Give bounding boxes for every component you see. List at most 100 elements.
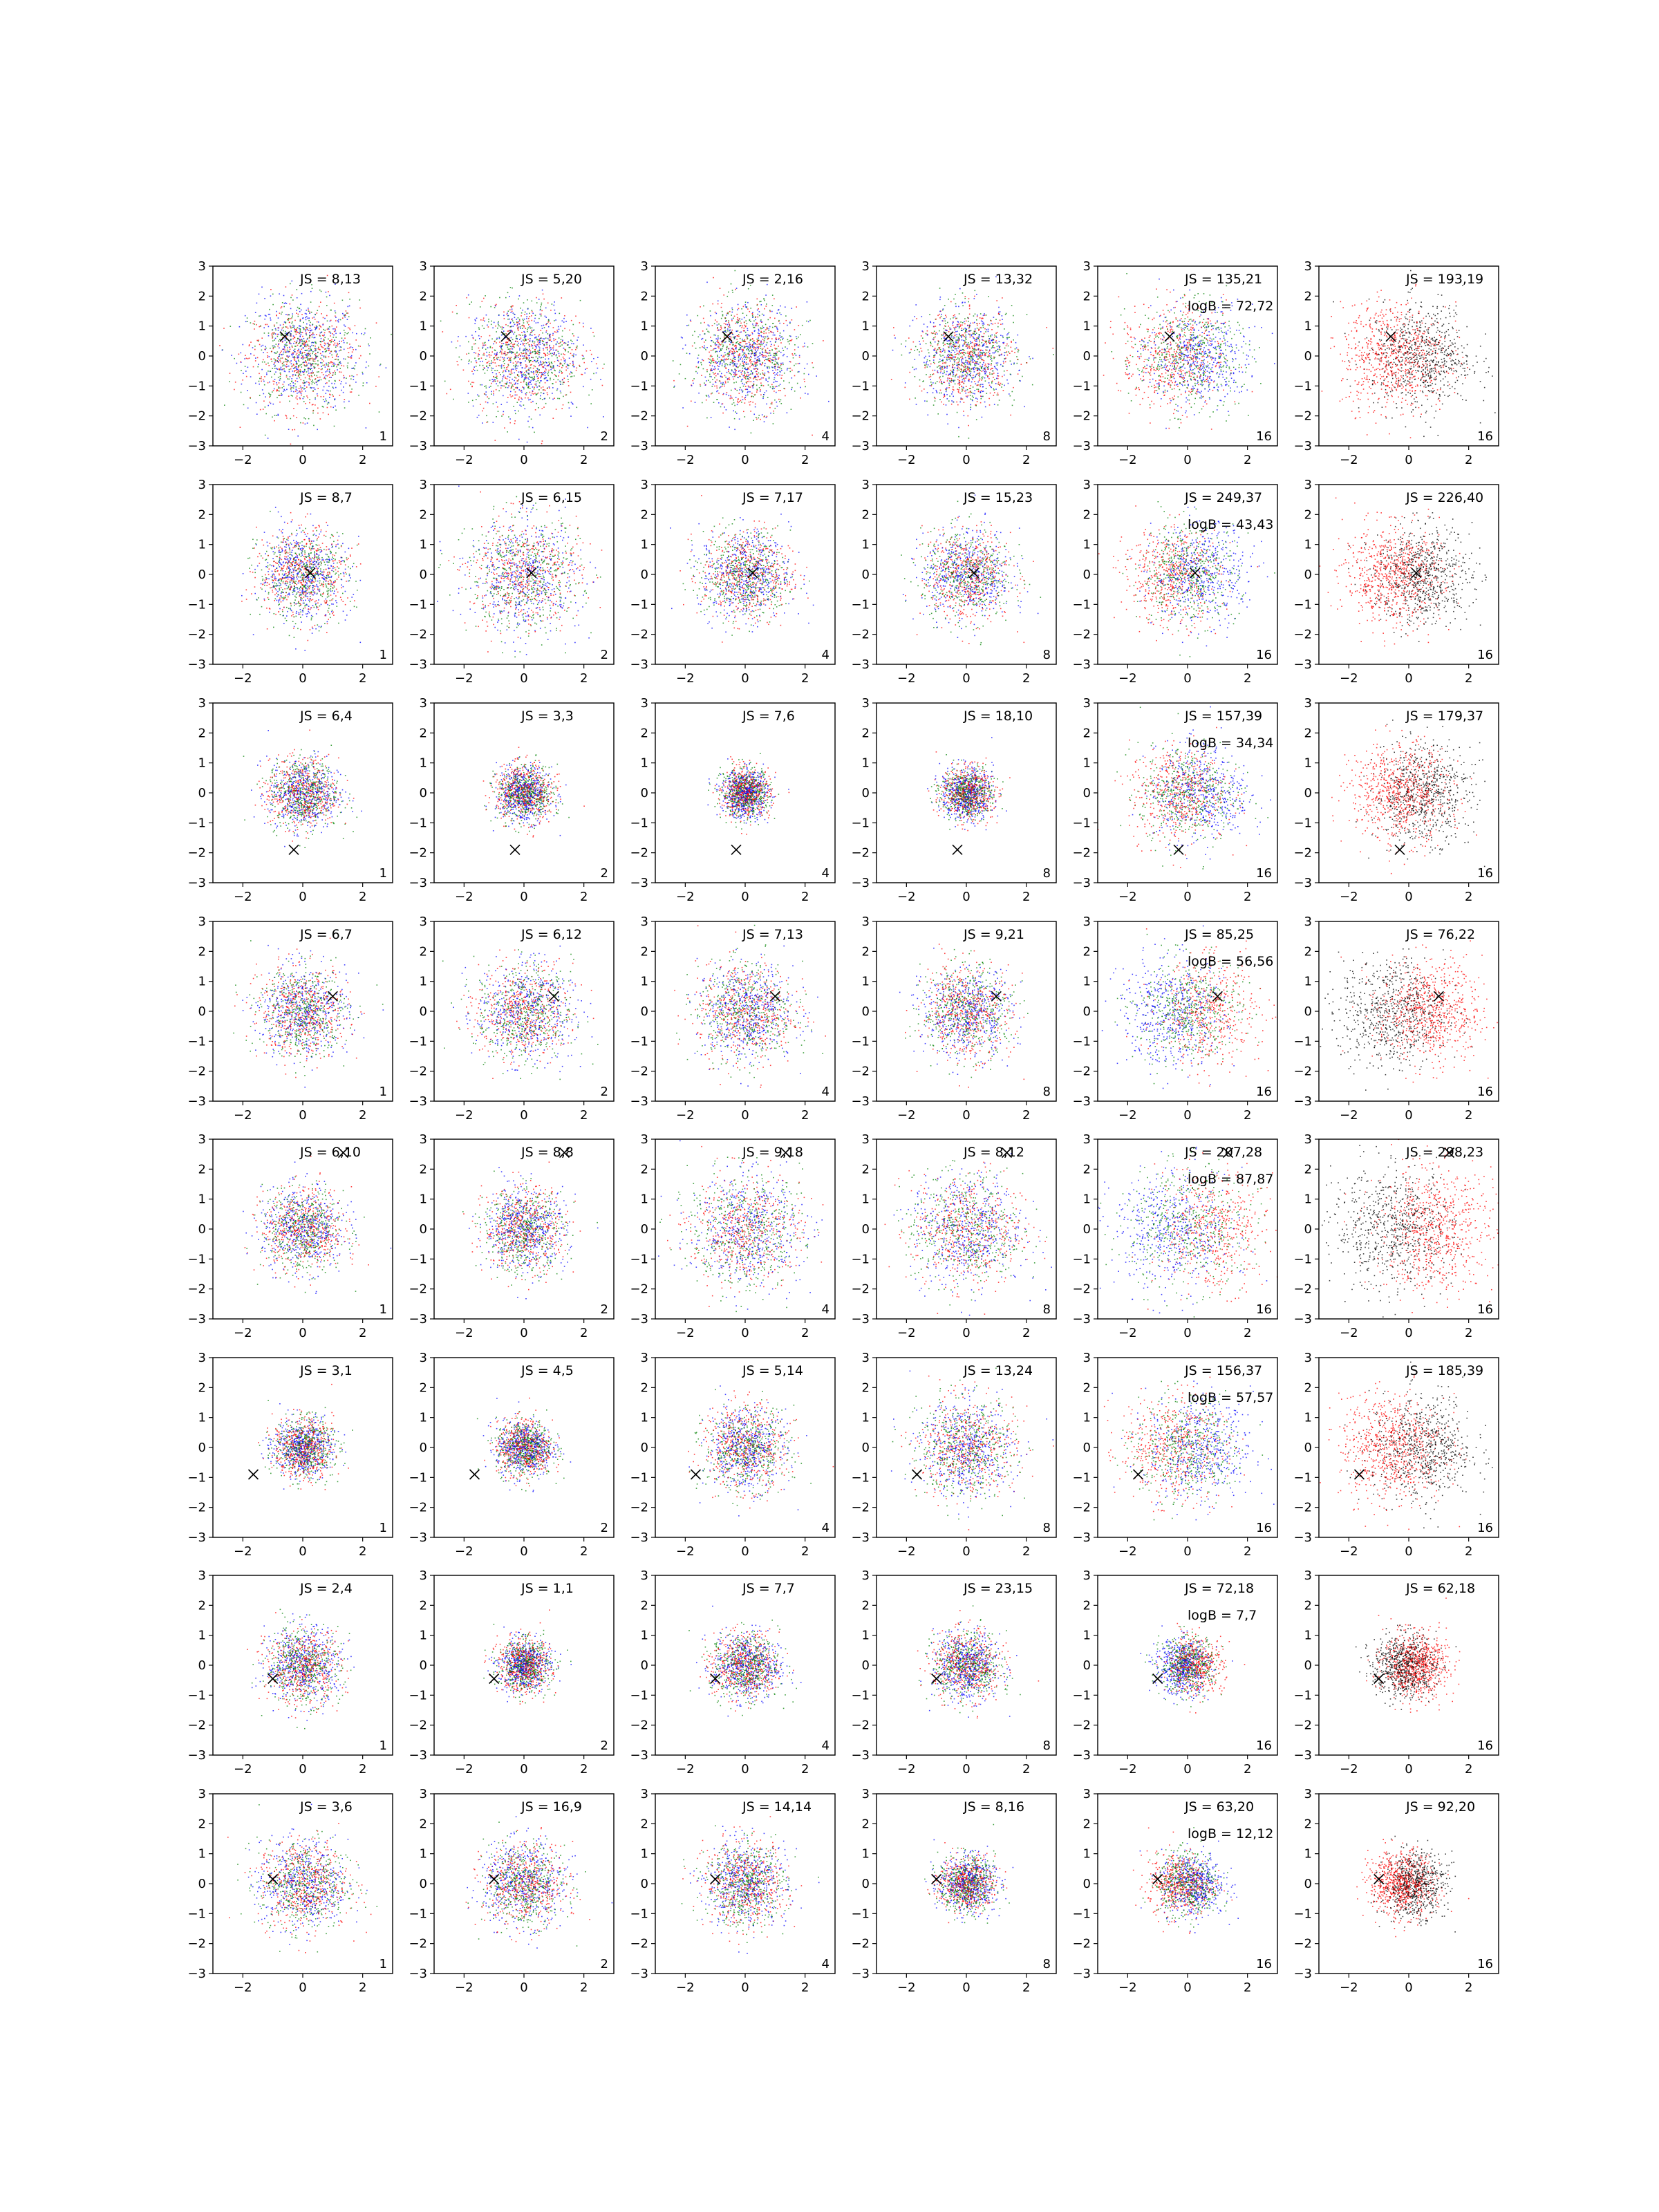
scatter-point [727,296,729,297]
scatter-point [290,318,292,319]
scatter-point [491,324,492,326]
scatter-point [541,362,542,363]
scatter-point [767,328,768,330]
scatter-point [764,340,765,341]
scatter-point [247,390,248,391]
scatter-point [590,379,592,380]
scatter-point [774,355,775,357]
scatter-point [313,345,315,346]
scatter-point [773,411,774,412]
scatter-point [792,355,794,356]
scatter-point [776,369,777,371]
scatter-point [724,327,726,328]
scatter-point [713,402,715,403]
scatter-point [720,362,721,364]
scatter-point [294,320,296,321]
scatter-point [746,375,747,377]
scatter-point [507,397,509,398]
scatter-point [276,415,277,416]
scatter-point [735,366,737,367]
scatter-point [762,362,764,364]
scatter-point [953,299,955,300]
scatter-point [744,384,745,385]
scatter-point [496,342,497,344]
scatter-point [298,349,299,350]
scatter-point [291,330,292,332]
scatter-point [348,292,350,294]
scatter-point [703,368,704,370]
scatter-point [292,382,294,384]
scatter-point [724,386,725,387]
scatter-point [482,301,483,302]
scatter-point [292,299,294,301]
scatter-point [769,310,771,311]
scatter-point [733,382,735,384]
scatter-point [957,412,958,413]
scatter-point [504,357,505,359]
scatter-point [246,376,247,377]
scatter-point [547,333,549,335]
scatter-point [731,330,733,331]
scatter-point [495,355,496,357]
scatter-point [306,313,308,315]
scatter-point [301,314,303,315]
scatter-point [304,362,306,363]
scatter-point [301,375,302,376]
scatter-point [301,393,302,395]
scatter-point [747,392,749,393]
scatter-point [525,352,527,353]
scatter-point [993,389,995,391]
scatter-point [272,335,273,337]
scatter-point [744,341,746,342]
scatter-point [268,393,270,394]
scatter-point [315,364,316,365]
scatter-point [274,358,275,359]
scatter-point [295,346,297,347]
scatter-point [536,403,537,404]
scatter-point [926,333,927,335]
y-tick-label: −1 [409,379,427,393]
scatter-point [1003,361,1004,362]
scatter-point [324,318,326,319]
y-tick-label: −2 [187,409,206,424]
scatter-point [474,319,476,321]
scatter-point [290,360,292,362]
scatter-point [728,312,729,313]
scatter-point [564,349,565,350]
scatter-point [922,337,924,339]
scatter-point [553,366,554,367]
scatter-point [560,326,561,327]
scatter-point [519,339,521,340]
scatter-point [536,372,537,373]
scatter-point [543,325,545,326]
scatter-point [525,337,526,338]
scatter-point [730,350,731,351]
scatter-point [782,339,783,341]
scatter-point [514,365,515,366]
scatter-point [946,371,948,373]
scatter-point [275,338,276,339]
scatter-point [559,398,561,400]
scatter-point [745,395,747,397]
scatter-point [957,379,959,380]
scatter-point [545,308,547,309]
scatter-point [507,378,508,379]
scatter-point [482,348,483,349]
scatter-point [722,364,723,365]
scatter-point [957,326,959,328]
scatter-point [760,419,761,420]
scatter-point [476,366,477,367]
scatter-point [756,317,757,318]
scatter-point [544,345,545,346]
scatter-point [301,357,303,359]
scatter-point [303,372,305,373]
scatter-point [510,352,512,353]
scatter-point [283,391,284,392]
scatter-point [509,382,511,384]
scatter-point [733,355,735,357]
scatter-point [979,337,980,338]
scatter-point [542,328,543,329]
scatter-point [520,326,521,328]
scatter-point [744,375,745,377]
scatter-point [263,409,264,410]
